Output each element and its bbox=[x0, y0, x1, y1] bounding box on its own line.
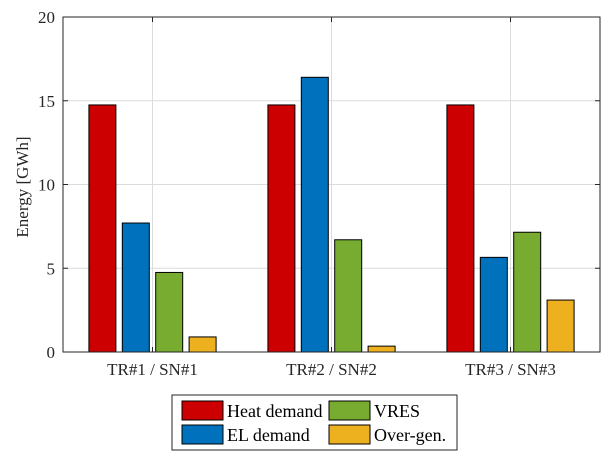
bar-vres-3 bbox=[513, 231, 542, 353]
bars bbox=[88, 76, 575, 353]
axis-ticks bbox=[63, 16, 600, 353]
y-tick-labels: 0 5 10 15 20 bbox=[38, 8, 55, 362]
legend-label-heat-demand: Heat demand bbox=[227, 401, 322, 421]
y-tick-label: 20 bbox=[38, 8, 55, 27]
y-tick-label: 15 bbox=[38, 92, 55, 111]
y-tick-label: 0 bbox=[47, 343, 56, 362]
x-tick-label: TR#3 / SN#3 bbox=[465, 360, 556, 379]
y-tick-label: 10 bbox=[38, 176, 55, 195]
legend-swatch-el-demand bbox=[181, 424, 224, 445]
x-tick-label: TR#1 / SN#1 bbox=[107, 360, 198, 379]
bar-heat-demand-3 bbox=[446, 104, 475, 353]
bar-el-demand-2 bbox=[300, 76, 329, 353]
legend-label-vres: VRES bbox=[374, 401, 420, 421]
bar-el-demand-3 bbox=[479, 256, 508, 353]
bar-el-demand-1 bbox=[121, 222, 150, 353]
legend-swatch-over-gen bbox=[328, 424, 371, 445]
bar-over-gen-1 bbox=[188, 336, 217, 353]
bar-heat-demand-2 bbox=[267, 104, 296, 353]
x-tick-label: TR#2 / SN#2 bbox=[286, 360, 377, 379]
grid-lines bbox=[63, 17, 600, 352]
y-tick-label: 5 bbox=[47, 259, 56, 278]
bar-over-gen-3 bbox=[546, 299, 575, 353]
legend: Heat demand EL demand VRES Over-gen. bbox=[171, 394, 458, 451]
x-tick-labels: TR#1 / SN#1 TR#2 / SN#2 TR#3 / SN#3 bbox=[107, 360, 556, 379]
bar-vres-1 bbox=[155, 271, 184, 353]
bar-over-gen-2 bbox=[367, 345, 396, 353]
bar-heat-demand-1 bbox=[88, 104, 117, 353]
legend-label-over-gen: Over-gen. bbox=[374, 425, 446, 445]
bar-vres-2 bbox=[334, 239, 363, 353]
legend-swatch-vres bbox=[328, 400, 371, 421]
legend-swatch-heat-demand bbox=[181, 400, 224, 421]
legend-label-el-demand: EL demand bbox=[227, 425, 310, 445]
y-axis-label: Energy [GWh] bbox=[13, 136, 32, 237]
